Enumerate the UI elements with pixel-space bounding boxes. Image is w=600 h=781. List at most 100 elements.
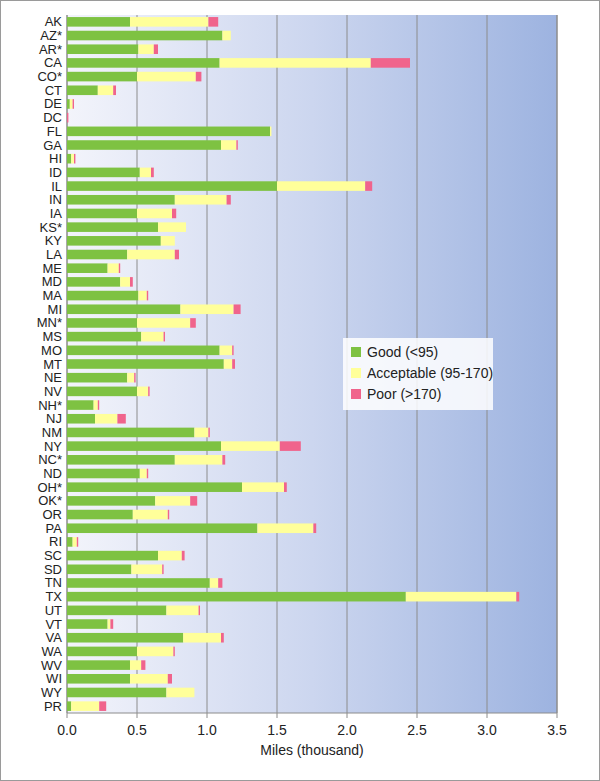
tick-label: 3.0 <box>477 722 497 738</box>
bar-segment <box>67 99 70 109</box>
tick-label: 1.5 <box>267 722 287 738</box>
bar-segment <box>67 168 140 178</box>
bar-segment <box>77 537 78 547</box>
bar-segment <box>516 592 519 602</box>
bar-segment <box>108 619 111 629</box>
bar-segment <box>221 441 280 451</box>
plot-right-edge <box>557 15 558 713</box>
bar-segment <box>127 250 175 260</box>
bar-segment <box>138 291 146 301</box>
bar-segment <box>67 359 224 369</box>
bar-segment <box>147 291 148 301</box>
bar-segment <box>67 291 138 301</box>
legend-label: Poor (>170) <box>367 386 441 402</box>
bar-segment <box>67 387 137 397</box>
bar-segment <box>271 127 272 137</box>
bar-segment <box>130 277 133 287</box>
bar-segment <box>222 31 230 41</box>
bar-segment <box>67 619 108 629</box>
bar-segment <box>148 387 149 397</box>
bar-segment <box>67 414 95 424</box>
bar-segment <box>194 688 195 698</box>
bar-segment <box>222 455 225 465</box>
bar-segment <box>67 263 108 273</box>
bar-segment <box>155 496 190 506</box>
bar-segment <box>164 332 165 342</box>
x-axis-line <box>67 713 557 714</box>
bar-segment <box>74 154 75 164</box>
bar-segment <box>227 195 231 205</box>
bar-segment <box>67 277 120 287</box>
bar-segment <box>67 537 73 547</box>
bar-segment <box>67 523 257 533</box>
bar-segment <box>151 168 154 178</box>
bar-segment <box>199 606 200 616</box>
bar-segment <box>117 414 125 424</box>
bar-segment <box>67 222 158 232</box>
bar-segment <box>119 263 120 273</box>
bar-segment <box>67 660 130 670</box>
bar-segment <box>67 154 71 164</box>
bar-segment <box>218 578 222 588</box>
tick-label: 1.0 <box>197 722 217 738</box>
bar-segment <box>67 85 98 95</box>
bar-segment <box>73 99 74 109</box>
bar-segment <box>67 701 71 711</box>
bar-segment <box>67 606 166 616</box>
bar-segment <box>67 195 175 205</box>
bar-segment <box>137 209 172 219</box>
bar-segment <box>67 482 242 492</box>
bar-segment <box>120 277 130 287</box>
bar-segment <box>140 168 151 178</box>
legend-swatch <box>351 347 361 357</box>
legend-label: Good (<95) <box>367 344 438 360</box>
bar-segment <box>220 346 233 356</box>
bar-segment <box>67 44 138 54</box>
bar-segment <box>67 496 155 506</box>
bar-segment <box>98 400 99 410</box>
bar-segment <box>67 373 127 383</box>
bar-segment <box>94 400 98 410</box>
tick-label: 0.5 <box>127 722 147 738</box>
bar-segment <box>67 346 220 356</box>
bar-segment <box>70 99 73 109</box>
bar-segment <box>67 400 94 410</box>
bar-segment <box>158 222 186 232</box>
bar-segment <box>313 523 316 533</box>
bar-segment <box>99 701 106 711</box>
bar-segment <box>110 619 113 629</box>
plot-background <box>67 15 557 713</box>
bar-segment <box>230 31 231 41</box>
bar-segment <box>67 551 158 561</box>
bar-segment <box>182 551 185 561</box>
bar-segment <box>196 72 202 82</box>
bar-segment <box>67 592 406 602</box>
legend-label: Acceptable (95-170) <box>367 365 493 381</box>
legend-swatch <box>351 389 361 399</box>
x-axis-label: Miles (thousand) <box>260 742 364 758</box>
bar-segment <box>67 58 220 68</box>
bar-segment <box>67 113 68 123</box>
bar-segment <box>127 373 134 383</box>
bar-segment <box>67 674 130 684</box>
legend-box <box>343 338 493 410</box>
bar-segment <box>220 58 371 68</box>
bar-segment <box>208 17 218 27</box>
bar-segment <box>67 647 137 657</box>
bar-segment <box>210 578 218 588</box>
bar-segment <box>67 510 133 520</box>
bar-segment <box>242 482 284 492</box>
bar-segment <box>190 318 196 328</box>
tick-mark <box>67 713 68 718</box>
tick-mark <box>137 713 138 718</box>
bar-segment <box>234 304 241 314</box>
bar-segment <box>147 469 148 479</box>
bar-segment <box>67 565 131 575</box>
bar-segment <box>67 113 68 123</box>
bar-segment <box>190 496 197 506</box>
bars <box>67 17 519 711</box>
bar-segment <box>67 441 221 451</box>
bar-segment <box>95 414 117 424</box>
chart: 0.00.51.01.52.02.53.03.5AKAZ*AR*CACO*CTD… <box>0 0 600 781</box>
tick-mark <box>487 713 488 718</box>
